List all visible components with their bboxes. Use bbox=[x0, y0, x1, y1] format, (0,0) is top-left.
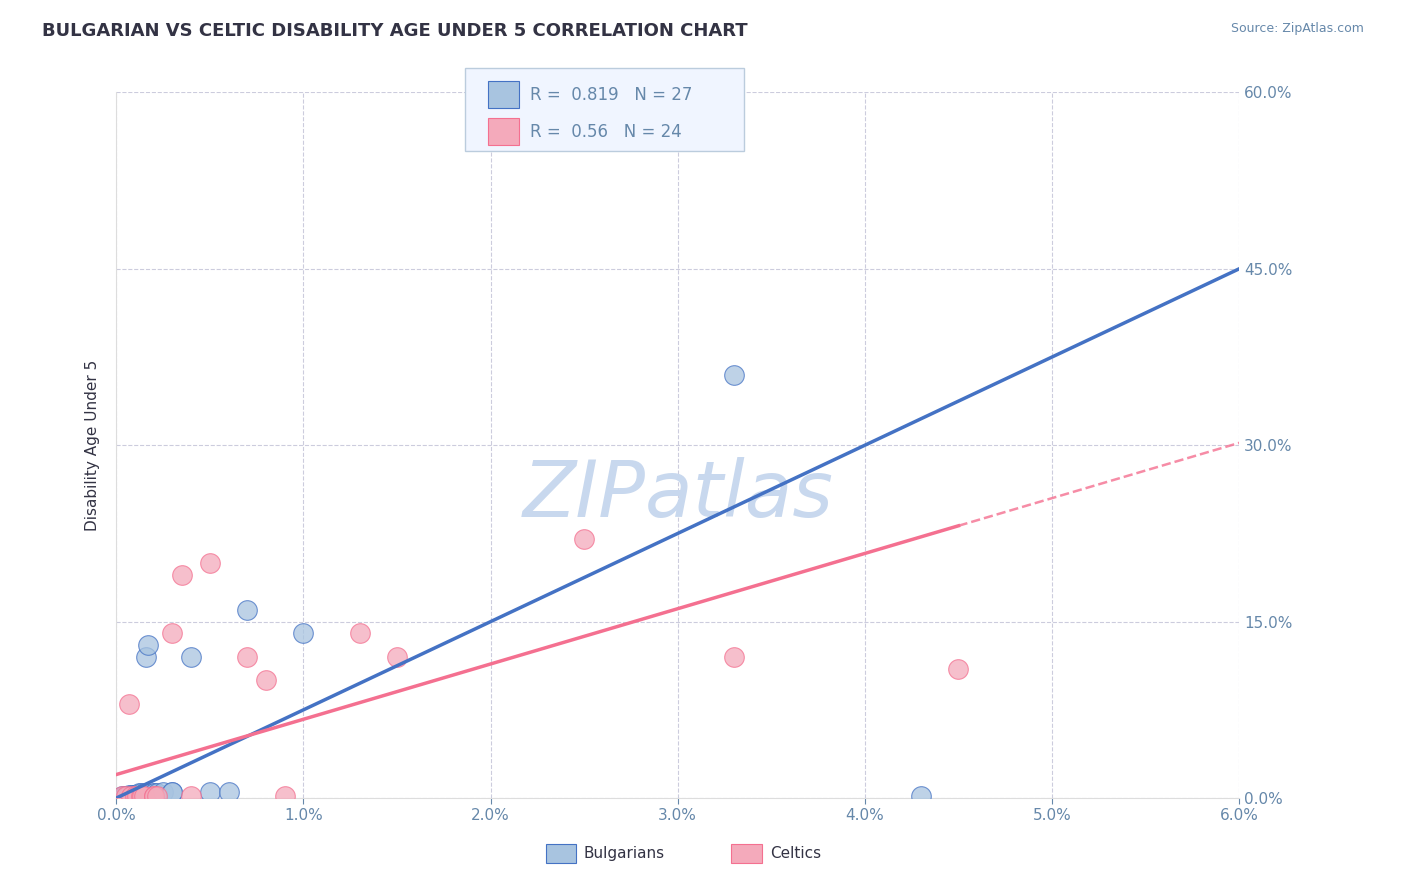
Point bbox=[170, 567, 193, 582]
Point bbox=[349, 626, 371, 640]
Point bbox=[136, 638, 159, 652]
Text: R =  0.819   N = 27: R = 0.819 N = 27 bbox=[530, 86, 692, 103]
Point bbox=[135, 649, 157, 664]
Point bbox=[112, 789, 135, 803]
Point bbox=[292, 626, 315, 640]
Point bbox=[124, 788, 146, 802]
Point bbox=[273, 789, 295, 803]
Point bbox=[254, 673, 277, 688]
Point bbox=[198, 556, 221, 570]
Text: Celtics: Celtics bbox=[770, 847, 821, 861]
Point bbox=[114, 789, 136, 803]
Point bbox=[572, 533, 595, 547]
Point bbox=[131, 789, 153, 803]
Text: BULGARIAN VS CELTIC DISABILITY AGE UNDER 5 CORRELATION CHART: BULGARIAN VS CELTIC DISABILITY AGE UNDER… bbox=[42, 22, 748, 40]
Point bbox=[180, 649, 202, 664]
Point bbox=[111, 789, 134, 803]
Point bbox=[118, 697, 141, 711]
Point bbox=[134, 786, 156, 800]
Text: ZIPatlas: ZIPatlas bbox=[522, 457, 834, 533]
Point bbox=[142, 786, 165, 800]
Point bbox=[146, 789, 169, 803]
Point bbox=[910, 789, 932, 803]
Point bbox=[162, 785, 184, 799]
Point bbox=[120, 788, 142, 802]
Point bbox=[111, 789, 134, 803]
Point bbox=[948, 662, 970, 676]
Point bbox=[124, 788, 146, 802]
Point bbox=[385, 649, 408, 664]
Point bbox=[146, 786, 169, 800]
Y-axis label: Disability Age Under 5: Disability Age Under 5 bbox=[86, 359, 100, 531]
Point bbox=[122, 788, 145, 802]
Point bbox=[142, 789, 165, 803]
Point bbox=[152, 785, 174, 799]
Text: Source: ZipAtlas.com: Source: ZipAtlas.com bbox=[1230, 22, 1364, 36]
Point bbox=[129, 786, 152, 800]
Point bbox=[142, 789, 165, 803]
Point bbox=[723, 649, 745, 664]
Point bbox=[723, 368, 745, 382]
Point bbox=[162, 626, 184, 640]
Point bbox=[236, 603, 259, 617]
Point bbox=[218, 785, 240, 799]
Point bbox=[114, 789, 136, 803]
Point bbox=[236, 649, 259, 664]
Point bbox=[129, 789, 152, 803]
Text: R =  0.56   N = 24: R = 0.56 N = 24 bbox=[530, 123, 682, 141]
Point bbox=[128, 786, 150, 800]
Text: Bulgarians: Bulgarians bbox=[583, 847, 665, 861]
Point bbox=[142, 786, 165, 800]
Point bbox=[198, 785, 221, 799]
Point bbox=[125, 789, 148, 803]
Point bbox=[120, 789, 142, 803]
Point bbox=[180, 789, 202, 803]
Point bbox=[134, 789, 156, 803]
Point bbox=[117, 789, 139, 803]
Point bbox=[118, 788, 141, 802]
Point bbox=[124, 789, 146, 803]
Point bbox=[162, 785, 184, 799]
